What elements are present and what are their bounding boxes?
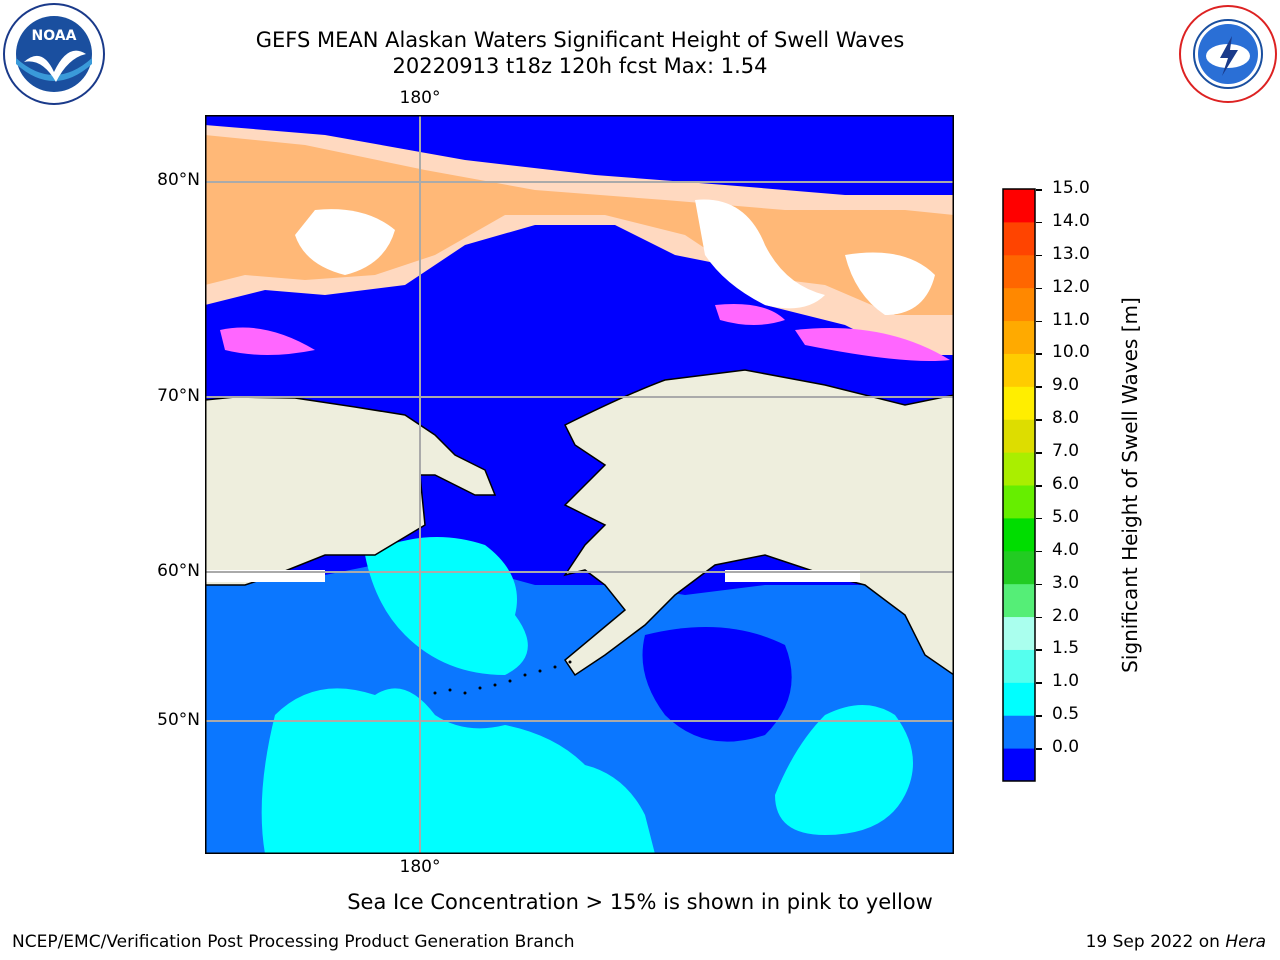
graticule <box>205 115 954 854</box>
colorbar-tick-label: 1.0 <box>1052 671 1080 692</box>
colorbar-tick <box>1036 353 1042 355</box>
credit-date-text: 19 Sep 2022 on <box>1085 932 1226 952</box>
colorbar-tick-label: 1.5 <box>1052 638 1080 659</box>
swell-high-south <box>261 688 655 854</box>
ice-gap-1 <box>295 209 395 275</box>
colorbar-tick <box>1036 320 1042 323</box>
colorbar-tick-label: 15.0 <box>1052 178 1090 198</box>
colorbar-tick <box>1036 550 1042 553</box>
noaa-logo-text: NOAA <box>32 28 77 44</box>
aleutian-islands <box>433 660 572 695</box>
colorbar-bin <box>1003 452 1035 486</box>
colorbar-frame <box>1002 188 1036 782</box>
colorbar-tick-label: 6.0 <box>1052 474 1080 494</box>
colorbar-tick-label: 11.0 <box>1052 309 1090 330</box>
colorbar <box>1002 188 1036 782</box>
colorbar-bin <box>1003 748 1035 782</box>
colorbar-tick-label: 7.0 <box>1052 441 1080 462</box>
lon-label-top: 180° <box>399 88 441 108</box>
colorbar-tick-label: 4.0 <box>1052 539 1080 560</box>
colorbar-bin <box>1003 189 1035 223</box>
colorbar-bin <box>1003 254 1035 289</box>
lat-label-50: 50°N <box>157 710 200 730</box>
colorbar-bins <box>1003 189 1035 782</box>
colorbar-bin <box>1003 583 1035 618</box>
colorbar-tick <box>1036 419 1042 421</box>
nws-logo <box>1179 5 1277 103</box>
colorbar-tick-label: 9.0 <box>1052 375 1080 396</box>
swell-high-east <box>775 705 913 835</box>
colorbar-tick-label: 14.0 <box>1052 210 1090 231</box>
ice-edge-pink-1 <box>220 327 315 355</box>
noaa-logo: NOAA <box>3 3 105 105</box>
sea-ice-note: Sea Ice Concentration > 15% is shown in … <box>347 890 933 914</box>
colorbar-bin <box>1003 715 1035 749</box>
colorbar-tick <box>1036 682 1042 684</box>
map-panel <box>205 115 954 854</box>
colorbar-tick <box>1036 649 1042 651</box>
colorbar-tick <box>1036 221 1042 224</box>
colorbar-tick-label: 5.0 <box>1052 506 1080 527</box>
colorbar-tick-label: 13.0 <box>1052 243 1090 264</box>
ice-edge-pink-2 <box>715 304 785 325</box>
colorbar-tick-label: 12.0 <box>1052 276 1090 297</box>
colorbar-bin <box>1003 616 1035 650</box>
chart-subtitle: 20220913 t18z 120h fcst Max: 1.54 <box>392 54 768 78</box>
ice-gap-2 <box>695 199 825 309</box>
colorbar-tick-label: 0.0 <box>1052 737 1080 758</box>
colorbar-tick <box>1036 189 1042 191</box>
colorbar-label: Significant Height of Swell Waves [m] <box>1118 297 1142 673</box>
lat-label-80: 80°N <box>157 170 200 190</box>
colorbar-bin <box>1003 649 1035 683</box>
chart-title: GEFS MEAN Alaskan Waters Significant Hei… <box>255 28 905 52</box>
colorbar-tick-label: 3.0 <box>1052 572 1080 593</box>
colorbar-tick <box>1036 583 1042 586</box>
colorbar-bin <box>1003 320 1035 354</box>
colorbar-tick-label: 0.5 <box>1052 704 1080 725</box>
credit-date: 19 Sep 2022 on Hera <box>1086 932 1266 952</box>
colorbar-bin <box>1003 550 1035 585</box>
arctic-open-water <box>205 235 954 400</box>
lat-label-70: 70°N <box>157 386 200 406</box>
colorbar-tick-label: 8.0 <box>1052 408 1080 429</box>
lat-label-60: 60°N <box>157 561 200 581</box>
credit-host: Hera <box>1225 932 1266 952</box>
gulf-low-swell <box>642 627 792 742</box>
colorbar-bin <box>1003 682 1035 716</box>
colorbar-bin <box>1003 353 1035 387</box>
colorbar-tick <box>1036 452 1042 454</box>
colorbar-tick <box>1036 616 1042 619</box>
colorbar-tick <box>1036 485 1042 487</box>
ice-edge-pink-3 <box>795 328 950 361</box>
colorbar-tick-label: 2.0 <box>1052 605 1080 626</box>
colorbar-bin <box>1003 485 1035 519</box>
colorbar-tick <box>1036 517 1042 520</box>
colorbar-bin <box>1003 221 1035 256</box>
colorbar-tick <box>1036 254 1042 257</box>
colorbar-bin <box>1003 287 1035 322</box>
colorbar-bin <box>1003 386 1035 420</box>
colorbar-tick <box>1036 748 1042 750</box>
colorbar-tick-label: 10.0 <box>1052 342 1090 363</box>
colorbar-tick <box>1036 715 1042 717</box>
lon-label-bottom: 180° <box>399 857 441 877</box>
colorbar-tick <box>1036 386 1042 388</box>
map-frame <box>205 115 954 854</box>
credit-branch: NCEP/EMC/Verification Post Processing Pr… <box>12 932 575 952</box>
colorbar-tick <box>1036 287 1042 290</box>
colorbar-bin <box>1003 419 1035 453</box>
ice-gap-3 <box>845 252 935 315</box>
colorbar-bin <box>1003 517 1035 552</box>
